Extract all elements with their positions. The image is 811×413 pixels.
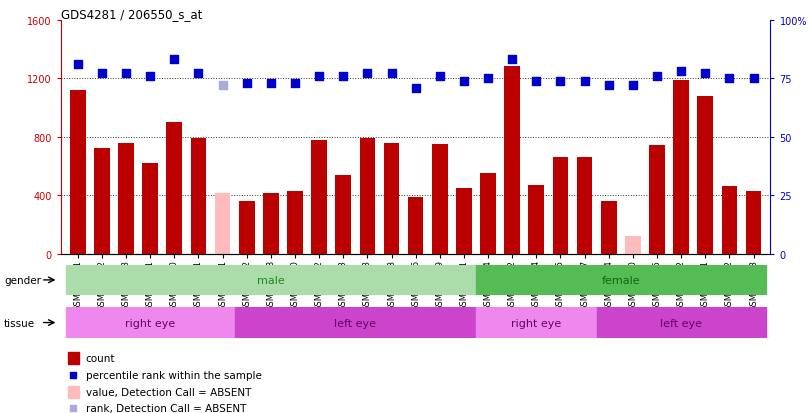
Bar — [94, 149, 109, 254]
Point — [119, 71, 132, 78]
Bar — [480, 174, 496, 254]
Text: value, Detection Call = ABSENT: value, Detection Call = ABSENT — [86, 387, 251, 397]
Text: right eye: right eye — [511, 318, 561, 328]
Point — [337, 74, 350, 80]
Bar — [577, 158, 593, 254]
Point — [650, 74, 663, 80]
Point — [144, 74, 157, 80]
Point — [409, 85, 422, 92]
Point — [264, 81, 277, 87]
Point — [385, 71, 398, 78]
Bar — [504, 67, 520, 254]
Point — [216, 83, 229, 89]
Point — [578, 78, 591, 85]
Bar — [432, 145, 448, 254]
Bar — [234, 308, 476, 338]
Bar — [191, 139, 206, 254]
Text: rank, Detection Call = ABSENT: rank, Detection Call = ABSENT — [86, 403, 246, 413]
Bar — [66, 265, 476, 295]
Text: left eye: left eye — [334, 318, 376, 328]
Text: gender: gender — [4, 275, 41, 285]
Bar — [215, 193, 230, 254]
Bar — [601, 202, 616, 254]
Point — [96, 71, 109, 78]
Point — [289, 81, 302, 87]
Point — [723, 76, 736, 82]
Bar — [166, 123, 182, 254]
Bar — [263, 193, 279, 254]
Point — [168, 57, 181, 64]
Point — [675, 69, 688, 75]
Bar — [70, 91, 86, 254]
Text: count: count — [86, 353, 115, 363]
Point — [192, 71, 205, 78]
Bar — [66, 308, 234, 338]
Bar — [118, 143, 134, 254]
Bar — [336, 175, 351, 254]
Point — [554, 78, 567, 85]
Point — [699, 71, 712, 78]
Point — [361, 71, 374, 78]
Bar — [142, 164, 158, 254]
Point — [67, 372, 79, 378]
Text: percentile rank within the sample: percentile rank within the sample — [86, 370, 261, 380]
Text: tissue: tissue — [4, 318, 35, 328]
Point — [603, 83, 616, 89]
Bar — [625, 237, 641, 254]
Bar — [359, 139, 375, 254]
Point — [457, 78, 470, 85]
Bar — [311, 140, 327, 254]
Point — [626, 83, 639, 89]
Bar — [238, 202, 255, 254]
Point — [506, 57, 519, 64]
Bar — [552, 158, 569, 254]
Bar — [673, 81, 689, 254]
Bar — [408, 197, 423, 254]
Point — [482, 76, 495, 82]
Bar — [384, 143, 399, 254]
Bar — [649, 146, 665, 254]
Text: female: female — [602, 275, 640, 285]
Point — [747, 76, 760, 82]
Bar — [68, 352, 79, 365]
Bar — [476, 308, 597, 338]
Bar — [722, 187, 737, 254]
Point — [312, 74, 325, 80]
Point — [67, 405, 79, 411]
Bar — [529, 185, 544, 254]
Bar — [597, 308, 766, 338]
Bar — [68, 386, 79, 398]
Point — [240, 81, 253, 87]
Bar — [476, 265, 766, 295]
Bar — [456, 188, 472, 254]
Point — [530, 78, 543, 85]
Point — [71, 62, 84, 68]
Bar — [697, 97, 713, 254]
Point — [433, 74, 446, 80]
Text: left eye: left eye — [660, 318, 702, 328]
Bar — [287, 191, 303, 254]
Text: GDS4281 / 206550_s_at: GDS4281 / 206550_s_at — [61, 8, 202, 21]
Text: right eye: right eye — [125, 318, 175, 328]
Text: male: male — [257, 275, 285, 285]
Bar — [745, 191, 762, 254]
